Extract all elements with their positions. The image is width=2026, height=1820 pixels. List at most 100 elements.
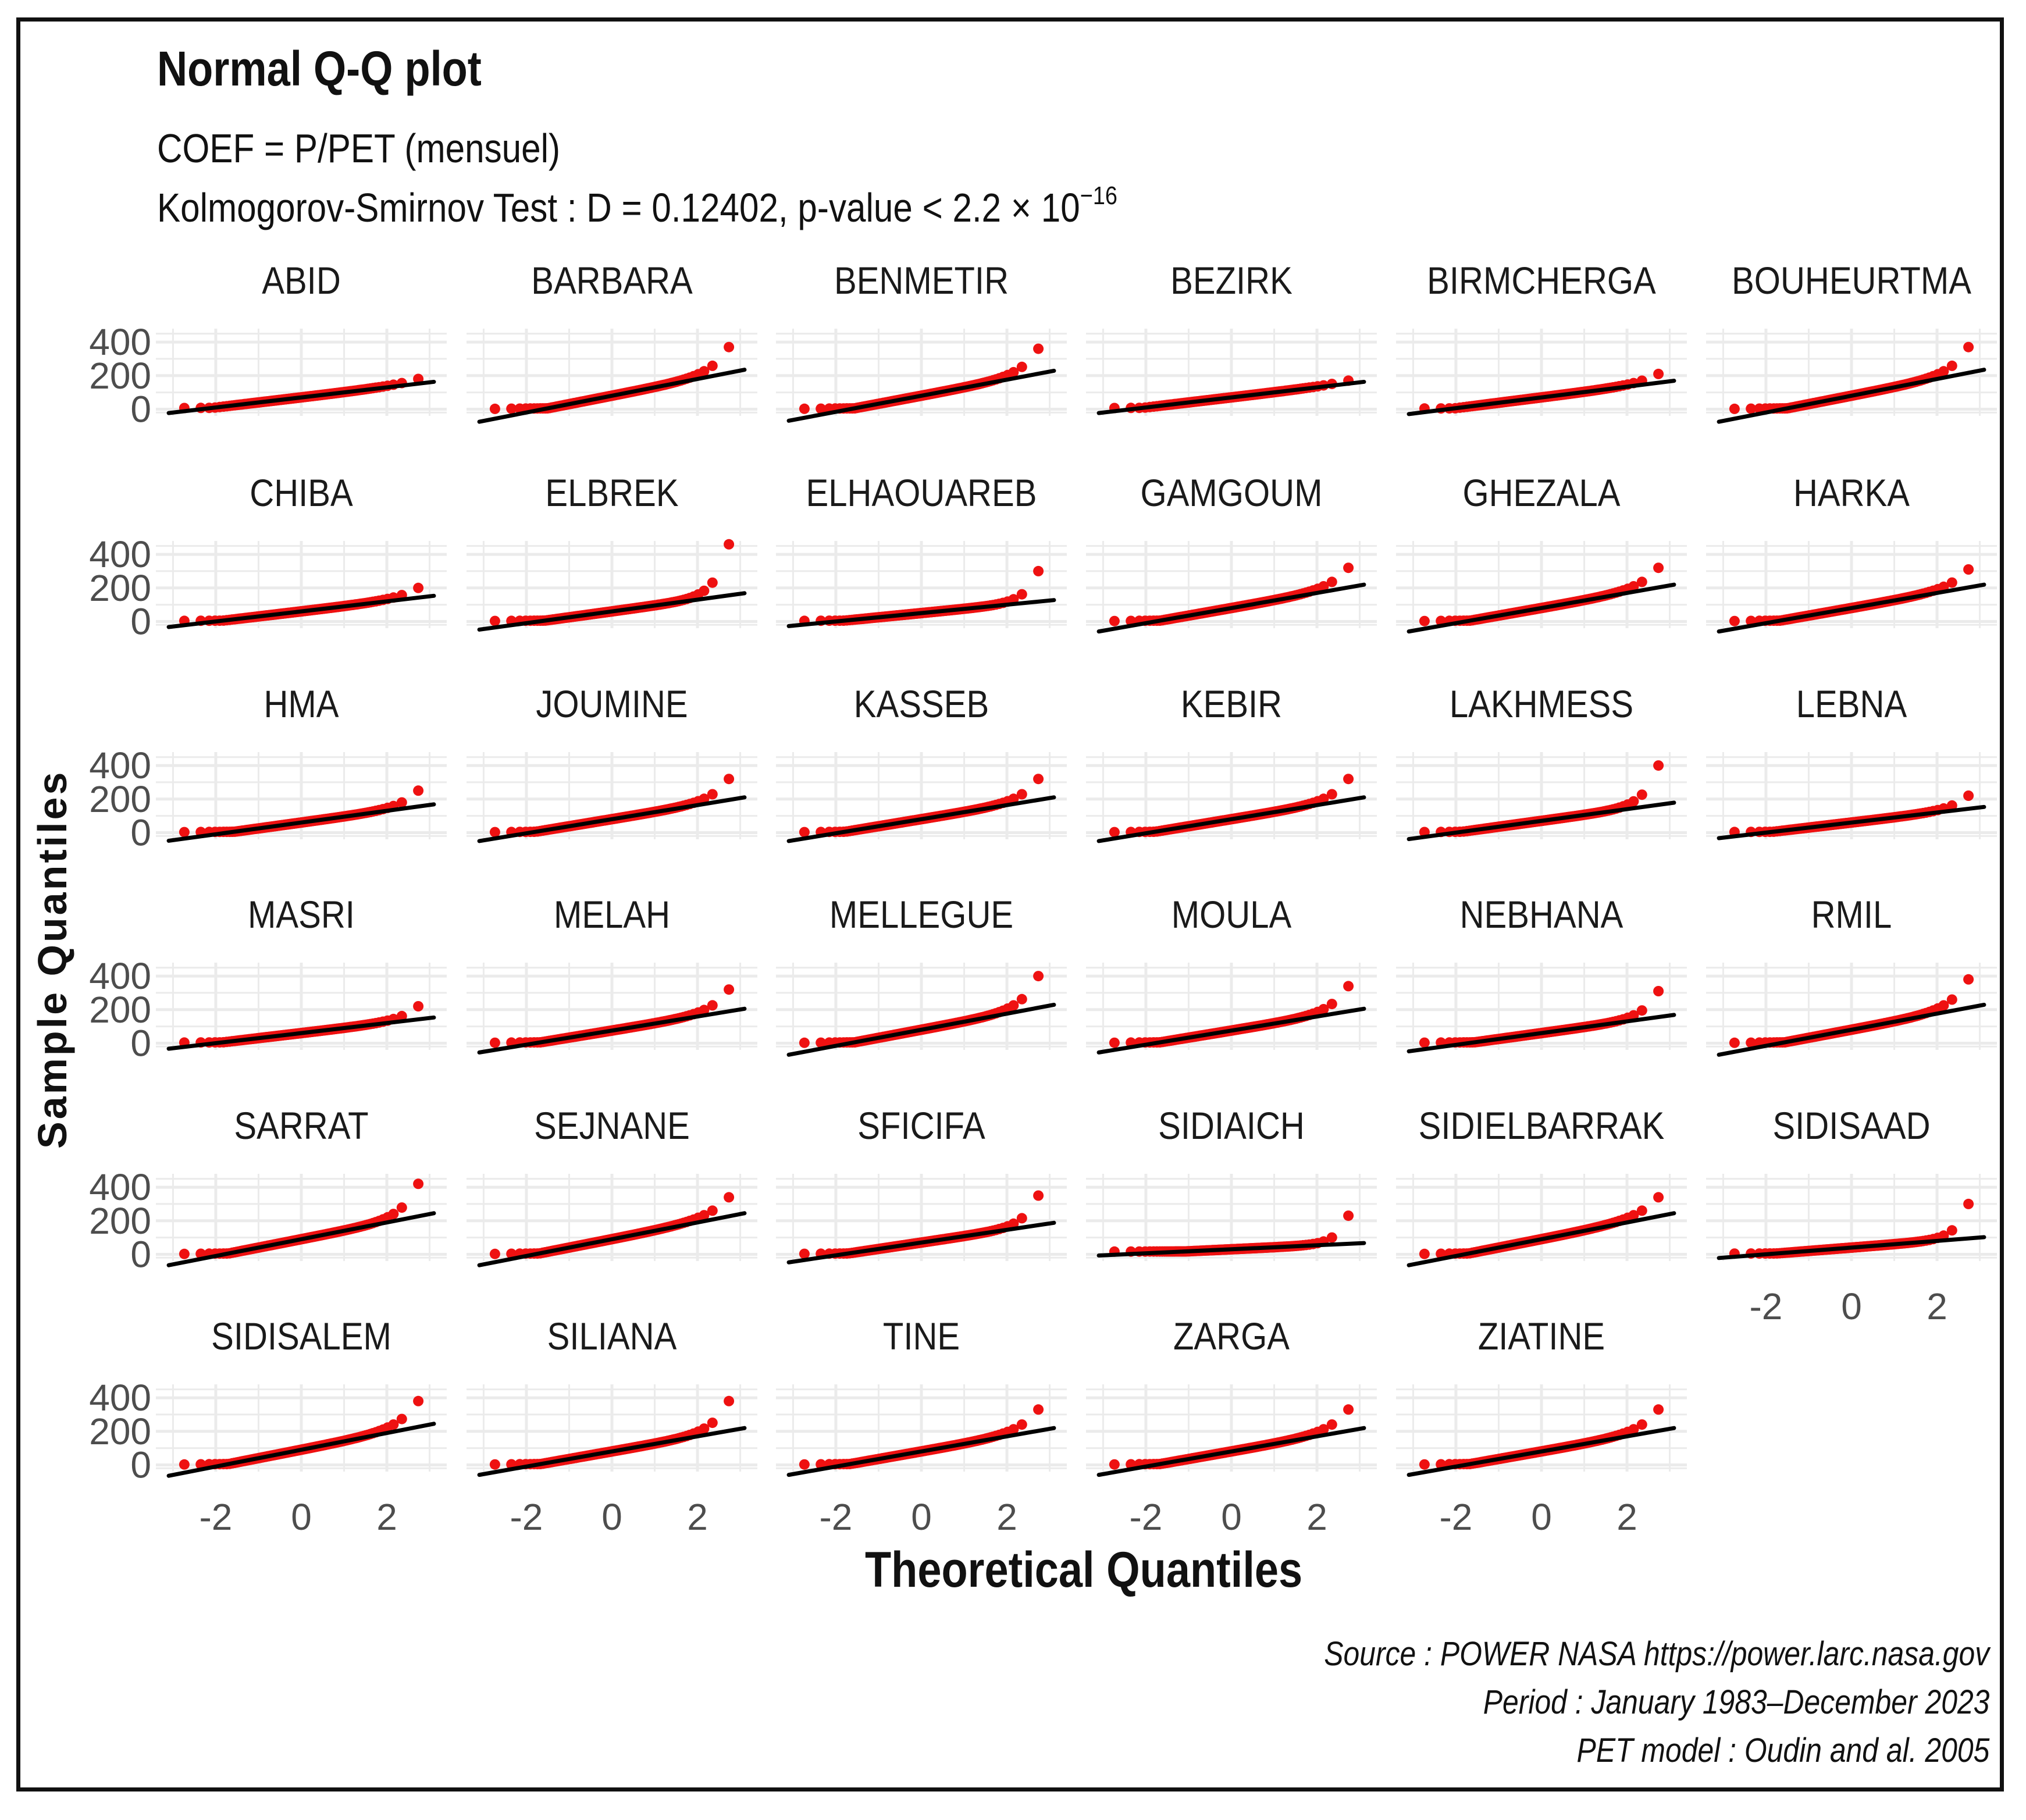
qq-point [1033,343,1044,354]
qq-reference-line [1407,582,1676,634]
qq-point [413,582,424,593]
y-tick-label: 200 [89,355,151,397]
qq-point [724,341,735,352]
qq-point [489,1037,500,1048]
qq-point [1636,789,1647,800]
qq-point [1109,615,1120,626]
panel-strip-label: HARKA [1793,472,1910,515]
qq-point [707,789,718,800]
qq-point [1419,615,1430,626]
qq-point [1343,981,1354,992]
panel-harka: HARKA [1706,472,1997,634]
qq-point [799,403,810,414]
qq-point [707,1000,718,1011]
qq-point [1729,403,1740,414]
panel-joumine: JOUMINE [467,683,757,843]
qq-point [1033,1190,1044,1201]
qq-point [724,774,735,785]
qq-point [1109,827,1120,838]
y-tick-label: 400 [89,533,151,575]
qq-point [1008,1000,1019,1011]
qq-point [1963,564,1974,575]
panel-sidiaich: SIDIAICH [1086,1105,1377,1261]
panel-strip-label: ABID [262,260,341,302]
qq-point [1419,1037,1430,1048]
panel-grid [467,329,757,416]
qq-point [799,1037,810,1048]
qq-point [396,797,407,808]
y-tick-label: 0 [130,811,151,853]
panel-sficifa: SFICIFA [776,1105,1067,1265]
qq-point [1628,796,1639,807]
qq-point [489,615,500,626]
panel-strip-label: SFICIFA [857,1105,985,1148]
panel-bezirk: BEZIRK [1086,260,1377,416]
y-tick-label: 0 [130,600,151,642]
qq-point [489,827,500,838]
panel-sejnane: SEJNANE [467,1105,757,1267]
qq-point [506,403,517,414]
qq-reference-line [1096,582,1366,634]
qq-reference-line [477,368,747,424]
panel-strip-label: GHEZALA [1462,472,1621,515]
panel-grid [156,541,447,628]
qq-point [413,785,424,796]
panel-ghezala: GHEZALA [1396,472,1687,634]
panel-mellegue: MELLEGUE [776,894,1067,1057]
qq-point [1109,1037,1120,1048]
panel-strip-label: ELHAOUAREB [806,472,1037,515]
qq-reference-line [786,598,1056,628]
qq-point [179,827,190,838]
panel-strip-label: MELLEGUE [829,894,1013,936]
qq-point [799,827,810,838]
panel-melah: MELAH [467,894,757,1055]
panel-kasseb: KASSEB [776,683,1067,843]
qq-point [699,585,710,596]
qq-point [1016,1213,1027,1224]
y-tick-label: 400 [89,1166,151,1208]
figure-frame [16,17,2004,1791]
chart-subtitle-ks-test: Kolmogorov-Smirnov Test : D = 0.12402, p… [157,181,1117,231]
qq-reference-line [1717,582,1986,634]
panel-gamgoum: GAMGOUM [1086,472,1377,634]
qq-point [179,1248,190,1259]
qq-reference-line [166,379,436,415]
panel-strip-label: MOULA [1172,894,1292,936]
y-tick-label: 400 [89,745,151,786]
qq-point [699,366,710,377]
ks-test-text: Kolmogorov-Smirnov Test : D = 0.12402, p… [157,185,1080,230]
qq-point [388,1209,399,1220]
panel-moula: MOULA [1086,894,1377,1055]
y-tick-label: 0 [130,388,151,430]
qq-point [1963,341,1974,352]
qq-reference-line [1407,379,1676,416]
sample-quantile-points [799,565,1044,626]
qq-point [707,1205,718,1216]
qq-point [1636,1005,1647,1016]
qq-point [724,539,735,550]
ks-test-exponent: −16 [1080,181,1117,210]
qq-point [1016,789,1027,800]
qq-reference-line [786,368,1056,423]
panel-barbara: BARBARA [467,260,757,424]
sample-quantile-points [1109,375,1354,414]
panel-strip-label: GAMGOUM [1141,472,1323,515]
panel-strip-label: SIDIAICH [1158,1105,1305,1148]
chart-subtitle-coef: COEF = P/PET (mensuel) [157,126,561,171]
qq-point [1016,589,1027,600]
panel-kebir: KEBIR [1086,683,1377,843]
qq-point [413,1001,424,1011]
qq-point [1963,790,1974,801]
panel-grid [1706,963,1997,1050]
qq-point [1653,562,1664,574]
panel-grid [156,329,447,416]
qq-point [1628,581,1639,592]
qq-point [1016,993,1027,1005]
qq-point [1946,994,1957,1005]
qq-point [724,1192,735,1203]
panel-strip-label: BOUHEURTMA [1732,260,1971,302]
